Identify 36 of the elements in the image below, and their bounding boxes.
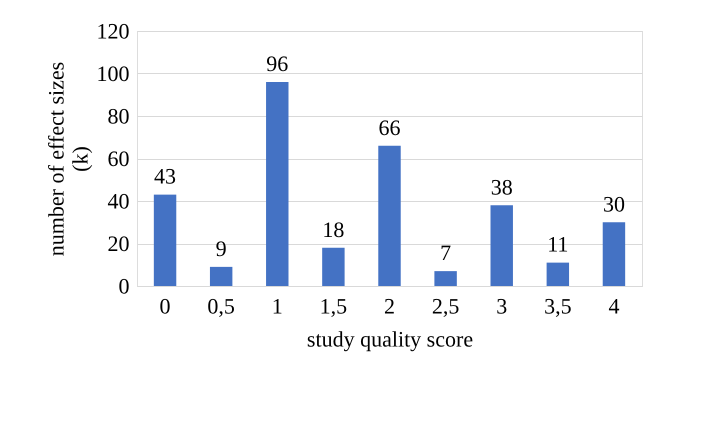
data-label: 30 <box>602 191 625 216</box>
x-tick-label: 3 <box>496 294 508 318</box>
bar <box>546 262 570 286</box>
bar <box>378 146 401 286</box>
data-label: 66 <box>378 114 400 140</box>
bar <box>602 222 626 286</box>
x-tick-label: 4 <box>608 294 620 318</box>
data-label: 38 <box>490 174 513 200</box>
x-tick-label: 2 <box>384 294 395 318</box>
y-tick-label: 60 <box>108 146 130 171</box>
data-label: 43 <box>154 164 176 189</box>
data-label: 9 <box>216 236 227 261</box>
y-tick-label: 0 <box>118 274 130 298</box>
y-tick-label: 80 <box>108 104 130 128</box>
y-tick-label: 100 <box>96 61 130 86</box>
y-tick-label: 40 <box>108 188 130 214</box>
y-axis-title: number of effect sizes (k) <box>44 62 92 256</box>
x-axis-title: study quality score <box>306 326 474 352</box>
bar <box>490 205 513 286</box>
data-label: 96 <box>266 51 288 76</box>
data-label: 11 <box>547 232 568 257</box>
x-tick-label: 2,5 <box>432 294 460 318</box>
y-tick-label: 20 <box>108 231 130 256</box>
x-tick-label: 1 <box>272 294 283 318</box>
data-label: 7 <box>440 240 452 266</box>
bar <box>322 248 345 286</box>
x-tick-label: 0,5 <box>207 294 235 318</box>
x-tick-label: 1,5 <box>320 294 348 318</box>
bar <box>154 194 176 286</box>
y-tick-label: 120 <box>96 18 130 44</box>
bar <box>266 82 288 286</box>
bar <box>210 266 232 286</box>
data-label: 18 <box>322 216 344 242</box>
bar <box>434 271 457 286</box>
x-tick-label: 3,5 <box>544 294 572 318</box>
x-tick-label: 0 <box>160 294 171 318</box>
